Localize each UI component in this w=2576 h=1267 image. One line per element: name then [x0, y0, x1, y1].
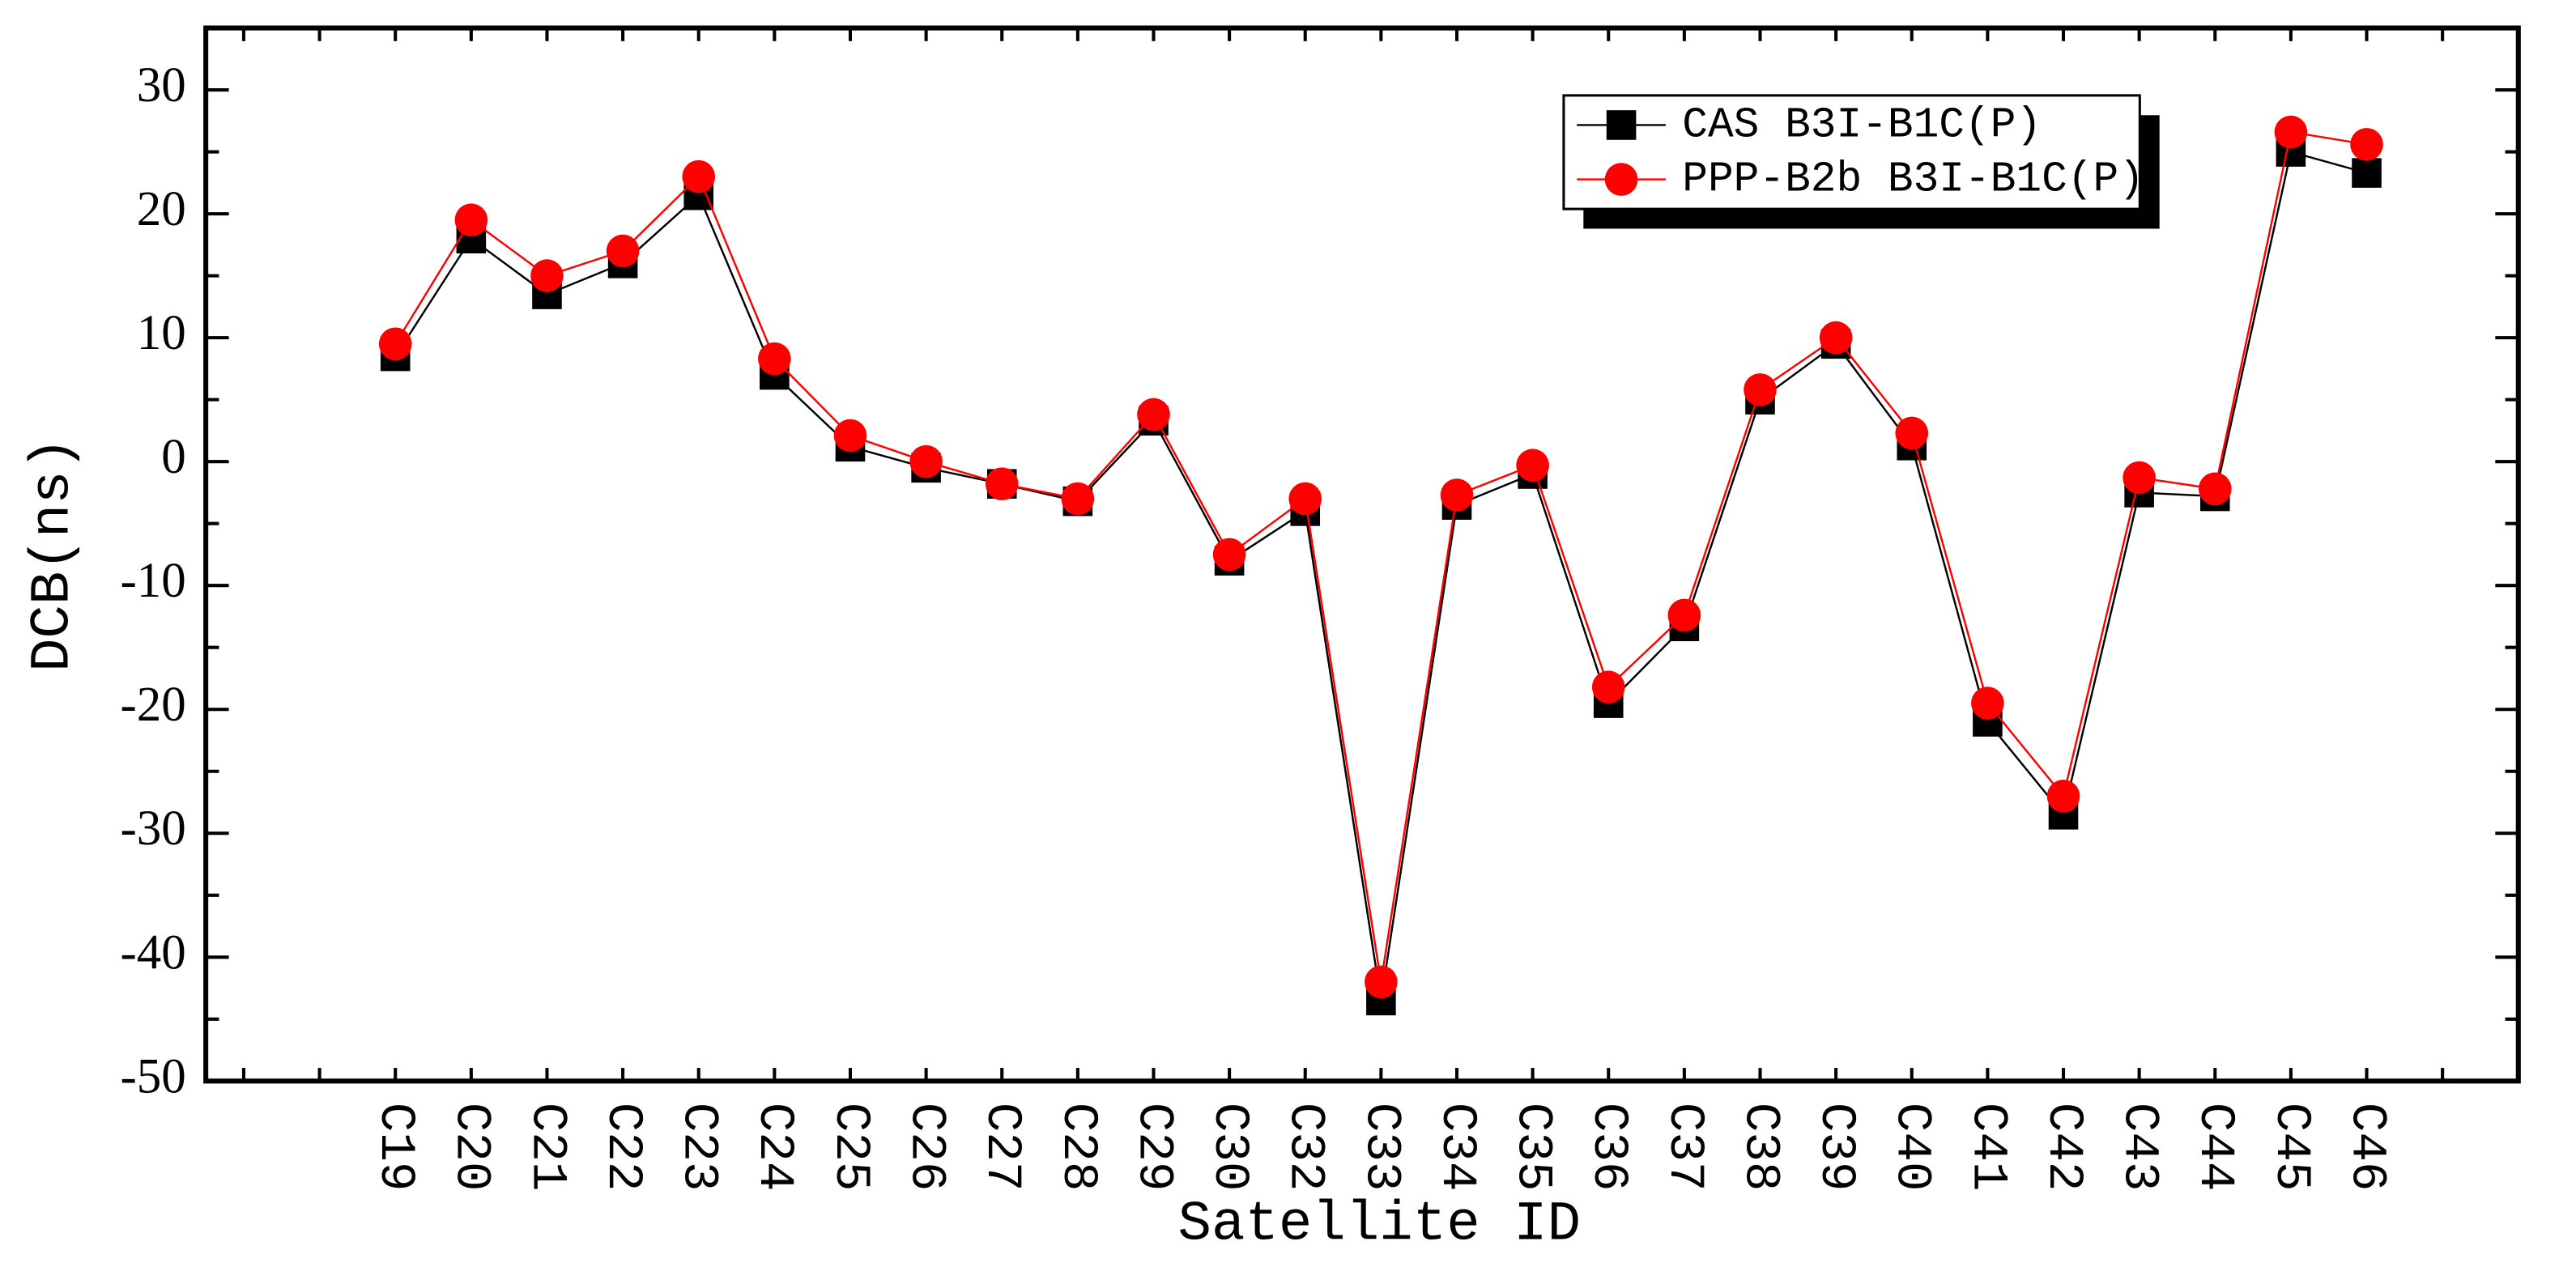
legend-box [1562, 94, 2141, 210]
x-tick-label: C26 [897, 1103, 953, 1192]
point [1440, 478, 1474, 512]
x-tick-label: C23 [671, 1103, 726, 1192]
x-tick-label: C46 [2338, 1103, 2394, 1192]
point [1895, 416, 1929, 450]
y-tick-label: -30 [120, 801, 185, 856]
point [985, 467, 1019, 501]
x-tick-label: C42 [2035, 1103, 2091, 1192]
x-tick-label: C40 [1884, 1103, 1939, 1192]
x-tick-label: C45 [2263, 1103, 2318, 1192]
point [2046, 780, 2080, 813]
x-tick-label: C30 [1201, 1103, 1257, 1192]
y-tick-label: 20 [137, 182, 186, 236]
x-tick-label: C37 [1656, 1103, 1712, 1192]
point [1591, 670, 1625, 704]
x-tick-label: C32 [1277, 1103, 1333, 1192]
point [1212, 538, 1246, 572]
x-tick-label: C29 [1125, 1103, 1181, 1192]
y-tick-label: -10 [120, 554, 185, 608]
legend-marker [1604, 163, 1638, 196]
y-axis-label: DCB(ns) [20, 437, 84, 672]
point [454, 203, 488, 237]
y-tick-label: -40 [120, 925, 185, 980]
x-tick-label: C36 [1580, 1103, 1636, 1192]
point [2350, 128, 2383, 161]
y-tick-label: 0 [161, 430, 185, 484]
point [1744, 373, 1777, 406]
x-tick-label: C28 [1050, 1103, 1105, 1192]
x-axis-label: Satellite ID [1178, 1192, 1582, 1256]
point [530, 259, 564, 292]
x-tick-label: C35 [1505, 1103, 1561, 1192]
x-tick-label: C22 [594, 1103, 650, 1192]
point [1061, 482, 1095, 516]
point [1971, 687, 2004, 720]
x-tick-label: C43 [2111, 1103, 2167, 1192]
x-tick-label: C20 [443, 1103, 499, 1192]
point [1288, 482, 1322, 516]
x-tick-label: C24 [746, 1103, 802, 1192]
legend-label: PPP-B2b B3I-B1C(P) [1682, 155, 2144, 203]
x-tick-label: C19 [367, 1103, 423, 1192]
point [2274, 115, 2308, 149]
legend-label: CAS B3I-B1C(P) [1682, 100, 2042, 149]
x-tick-label: C34 [1429, 1103, 1484, 1192]
point [1365, 965, 1398, 999]
point [682, 159, 716, 193]
y-tick-label: -20 [120, 678, 185, 732]
y-tick-label: 30 [137, 58, 186, 113]
x-tick-label: C41 [1959, 1103, 2015, 1192]
x-tick-label: C25 [822, 1103, 878, 1192]
point [1137, 398, 1170, 432]
x-tick-label: C33 [1352, 1103, 1408, 1192]
point [378, 327, 412, 361]
point [1516, 449, 1549, 483]
y-tick-label: 10 [137, 306, 186, 360]
legend: CAS B3I-B1C(P) PPP-B2b B3I-B1C(P) [1562, 94, 2160, 229]
x-tick-label: C38 [1731, 1103, 1787, 1192]
point [758, 342, 791, 376]
point [2352, 158, 2382, 188]
point [2123, 461, 2156, 495]
x-tick-label: C39 [1807, 1103, 1863, 1192]
x-tick-label: C44 [2186, 1103, 2242, 1192]
legend-marker [1606, 110, 1637, 140]
point [2198, 472, 2232, 506]
x-tick-label: C27 [973, 1103, 1029, 1192]
point [909, 444, 943, 478]
point [606, 234, 640, 268]
plot-frame [203, 25, 2521, 1084]
point [1667, 598, 1701, 632]
y-tick-label: -50 [120, 1049, 185, 1103]
point [1819, 321, 1853, 355]
point [833, 419, 867, 453]
x-tick-label: C21 [518, 1103, 574, 1192]
